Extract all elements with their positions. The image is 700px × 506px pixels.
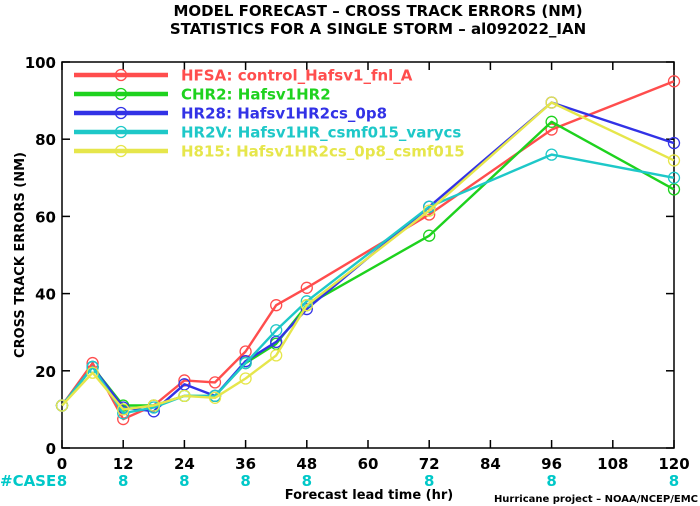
data-point xyxy=(667,75,681,88)
data-point xyxy=(178,389,191,403)
x-tick-label: 96 xyxy=(541,455,562,473)
case-count: 8 xyxy=(240,472,250,490)
y-tick-label: 80 xyxy=(35,131,56,149)
y-tick-label: 100 xyxy=(25,54,56,72)
data-point xyxy=(208,376,222,389)
data-point xyxy=(545,115,558,128)
data-point xyxy=(667,136,681,150)
y-tick-label: 20 xyxy=(35,363,56,381)
x-tick-label: 36 xyxy=(235,455,256,473)
case-count: 8 xyxy=(546,472,556,490)
data-point xyxy=(178,374,191,387)
data-point xyxy=(545,148,558,161)
case-label: #CASE xyxy=(0,472,56,490)
case-count: 8 xyxy=(424,472,434,490)
data-point xyxy=(239,372,252,385)
legend-label: H815: Hafsv1HR2cs_0p8_csmf015 xyxy=(181,143,465,161)
case-count: 8 xyxy=(669,472,679,490)
data-point xyxy=(270,299,283,312)
x-tick-label: 12 xyxy=(113,455,134,473)
x-tick-label: 60 xyxy=(358,455,379,473)
legend-swatch-marker xyxy=(114,144,128,158)
y-axis-label: CROSS TRACK ERRORS (NM) xyxy=(13,152,28,358)
data-point xyxy=(300,302,313,316)
legend-label: HR2V: Hafsv1HR_csmf015_varycs xyxy=(181,124,461,142)
chart-title: MODEL FORECAST – CROSS TRACK ERRORS (NM) xyxy=(173,2,582,20)
x-axis-label: Forecast lead time (hr) xyxy=(285,488,453,503)
x-tick-label: 48 xyxy=(296,455,317,473)
legend-label: HFSA: control_Hafsv1_fnl_A xyxy=(181,67,413,85)
legend-swatch-marker xyxy=(114,106,128,120)
y-ticks: 0 20 40 60 80 100 xyxy=(25,54,674,458)
data-point xyxy=(545,96,558,109)
series-line xyxy=(61,120,675,407)
case-count: 8 xyxy=(118,472,128,490)
data-point xyxy=(423,229,436,242)
x-tick-label: 0 xyxy=(57,455,67,473)
data-point xyxy=(117,403,130,416)
case-count: 8 xyxy=(302,472,312,490)
series-line xyxy=(61,153,675,415)
case-counts: 8 8 8 8 8 8 8 8 xyxy=(57,472,679,490)
series-4 xyxy=(55,96,681,416)
data-point xyxy=(86,366,99,379)
data-point xyxy=(270,349,283,362)
x-tick-label: 120 xyxy=(658,455,689,473)
y-tick-label: 0 xyxy=(46,440,56,458)
data-point xyxy=(667,154,681,167)
x-tick-label: 24 xyxy=(174,455,195,473)
data-point xyxy=(423,204,436,217)
x-tick-label: 84 xyxy=(480,455,501,473)
x-tick-label: 108 xyxy=(597,455,628,473)
series-3 xyxy=(55,148,681,420)
data-point xyxy=(55,399,69,412)
data-point xyxy=(545,123,558,136)
legend-swatch-marker xyxy=(114,68,128,82)
case-count: 8 xyxy=(57,472,67,490)
y-tick-label: 40 xyxy=(35,286,56,304)
data-point xyxy=(208,391,222,404)
credit-text: Hurricane project – NOAA/NCEP/EMC xyxy=(494,494,698,505)
series-layer xyxy=(55,75,681,426)
legend-swatch-marker xyxy=(114,87,128,101)
data-point xyxy=(300,299,313,312)
x-ticks: 0 12 24 36 48 60 72 84 96 108 120 xyxy=(57,62,690,473)
data-point xyxy=(239,356,252,370)
case-count: 8 xyxy=(179,472,189,490)
x-tick-label: 72 xyxy=(419,455,440,473)
data-point xyxy=(667,171,681,184)
data-point xyxy=(147,399,160,412)
data-point xyxy=(300,281,313,294)
series-line xyxy=(61,101,675,411)
legend-swatch-marker xyxy=(114,125,128,139)
legend-label: HR28: Hafsv1HR2cs_0p8 xyxy=(181,105,387,123)
chart-subtitle: STATISTICS FOR A SINGLE STORM – al092022… xyxy=(170,20,586,38)
legend-label: CHR2: Hafsv1HR2 xyxy=(181,86,331,104)
y-tick-label: 60 xyxy=(35,208,56,226)
data-point xyxy=(270,324,283,337)
